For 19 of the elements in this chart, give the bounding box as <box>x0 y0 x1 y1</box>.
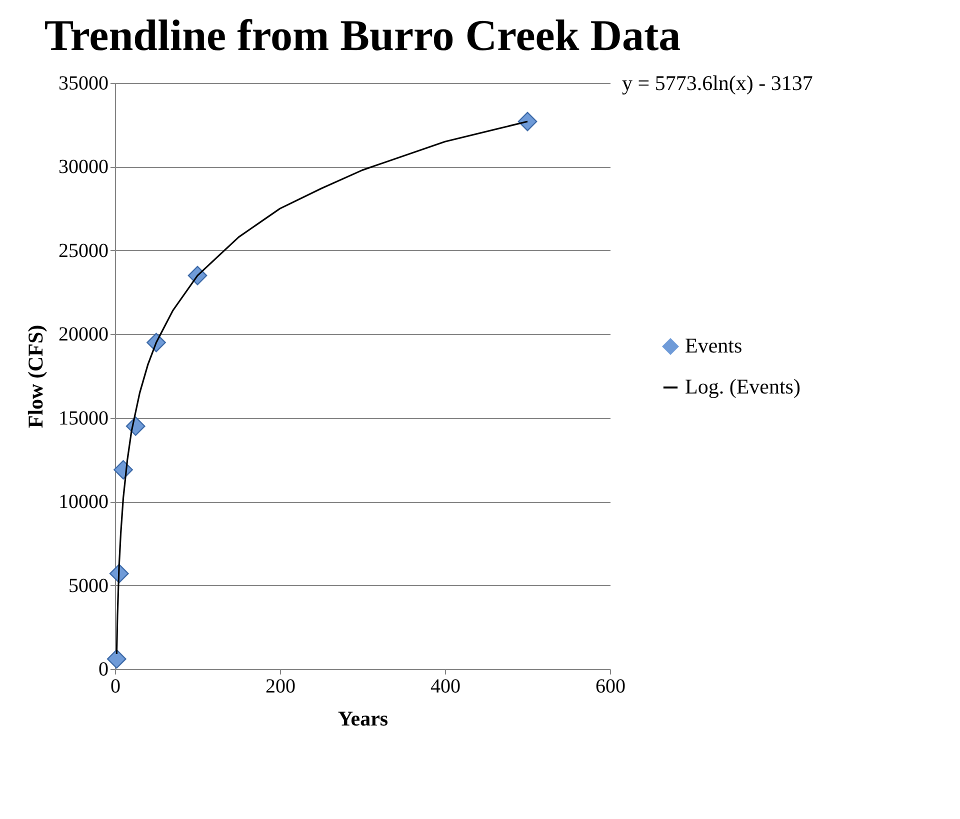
x-axis-title: Years <box>338 706 388 730</box>
x-tick-label: 400 <box>430 676 460 698</box>
text: y = 5773.6ln(x) - 3137 <box>622 71 813 95</box>
y-tick-label: 25000 <box>58 240 108 262</box>
chart-title: Trendline from Burro Creek Data <box>44 11 681 60</box>
legend-label: Log. (Events) <box>685 374 800 398</box>
y-tick-label: 35000 <box>58 72 108 94</box>
y-tick-label: 20000 <box>58 324 108 346</box>
legend-label: Events <box>685 334 742 358</box>
point <box>106 649 126 669</box>
x-tick-label: 200 <box>266 676 296 698</box>
y-tick-label: 5000 <box>68 574 108 597</box>
y-tick-label: 0 <box>98 658 108 680</box>
point <box>518 112 538 132</box>
y-tick-label: 30000 <box>58 156 108 178</box>
y-tick-label: 10000 <box>58 491 108 514</box>
x-tick-label: 600 <box>596 676 626 698</box>
y-tick-label: 15000 <box>58 407 108 430</box>
y-axis-title: Flow (CFS) <box>24 324 48 428</box>
